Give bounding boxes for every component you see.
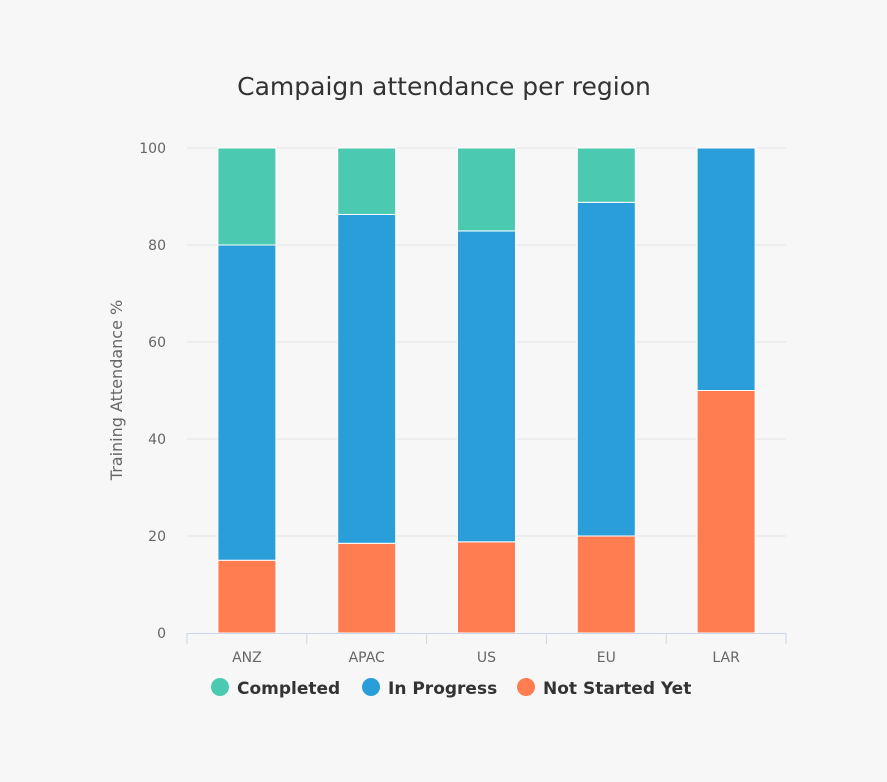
y-axis-title: Training Attendance % bbox=[107, 300, 126, 481]
legend-marker bbox=[362, 678, 380, 696]
legend-marker bbox=[517, 678, 535, 696]
bar-segment-completed[interactable] bbox=[576, 147, 636, 203]
bar-segment-in-progress[interactable] bbox=[337, 213, 397, 544]
y-tick-label: 40 bbox=[148, 432, 166, 448]
legend-label: Not Started Yet bbox=[543, 679, 691, 699]
bar-segment-in-progress[interactable] bbox=[696, 147, 756, 391]
bar-segment-in-progress[interactable] bbox=[457, 230, 516, 543]
bar-segment-not-started-yet[interactable] bbox=[696, 390, 756, 634]
legend-label: In Progress bbox=[388, 679, 497, 699]
y-tick-label: 20 bbox=[148, 529, 166, 545]
legend-item-not-started-yet[interactable]: Not Started Yet bbox=[517, 678, 691, 699]
bars bbox=[217, 147, 756, 634]
bar-segment-completed[interactable] bbox=[217, 147, 277, 246]
chart-title: Campaign attendance per region bbox=[237, 72, 651, 101]
bar-segment-completed[interactable] bbox=[457, 147, 516, 232]
legend-item-in-progress[interactable]: In Progress bbox=[362, 678, 497, 699]
bar-segment-not-started-yet[interactable] bbox=[576, 535, 636, 634]
bar-segment-not-started-yet[interactable] bbox=[217, 559, 277, 634]
x-tick-label: LAR bbox=[712, 650, 740, 666]
legend-label: Completed bbox=[237, 679, 340, 699]
bar-segment-not-started-yet[interactable] bbox=[337, 542, 397, 634]
y-tick-label: 100 bbox=[139, 141, 166, 157]
bar-segment-in-progress[interactable] bbox=[217, 244, 277, 561]
bar-segment-not-started-yet[interactable] bbox=[457, 541, 516, 634]
legend-marker bbox=[211, 678, 229, 696]
x-tick-label: APAC bbox=[349, 650, 385, 666]
x-tick-label: ANZ bbox=[232, 650, 262, 666]
bar-segment-in-progress[interactable] bbox=[576, 201, 636, 537]
bar-segment-completed[interactable] bbox=[337, 147, 397, 215]
x-tick-label: EU bbox=[597, 650, 616, 666]
x-tick-label: US bbox=[477, 650, 496, 666]
legend-item-completed[interactable]: Completed bbox=[211, 678, 340, 699]
axes: 0 20 40 60 80 100 ANZ APAC US EU LAR bbox=[139, 141, 787, 666]
y-tick-label: 60 bbox=[148, 335, 166, 351]
legend: Completed In Progress Not Started Yet bbox=[211, 678, 691, 699]
y-tick-label: 80 bbox=[148, 238, 166, 254]
y-tick-label: 0 bbox=[157, 626, 166, 642]
